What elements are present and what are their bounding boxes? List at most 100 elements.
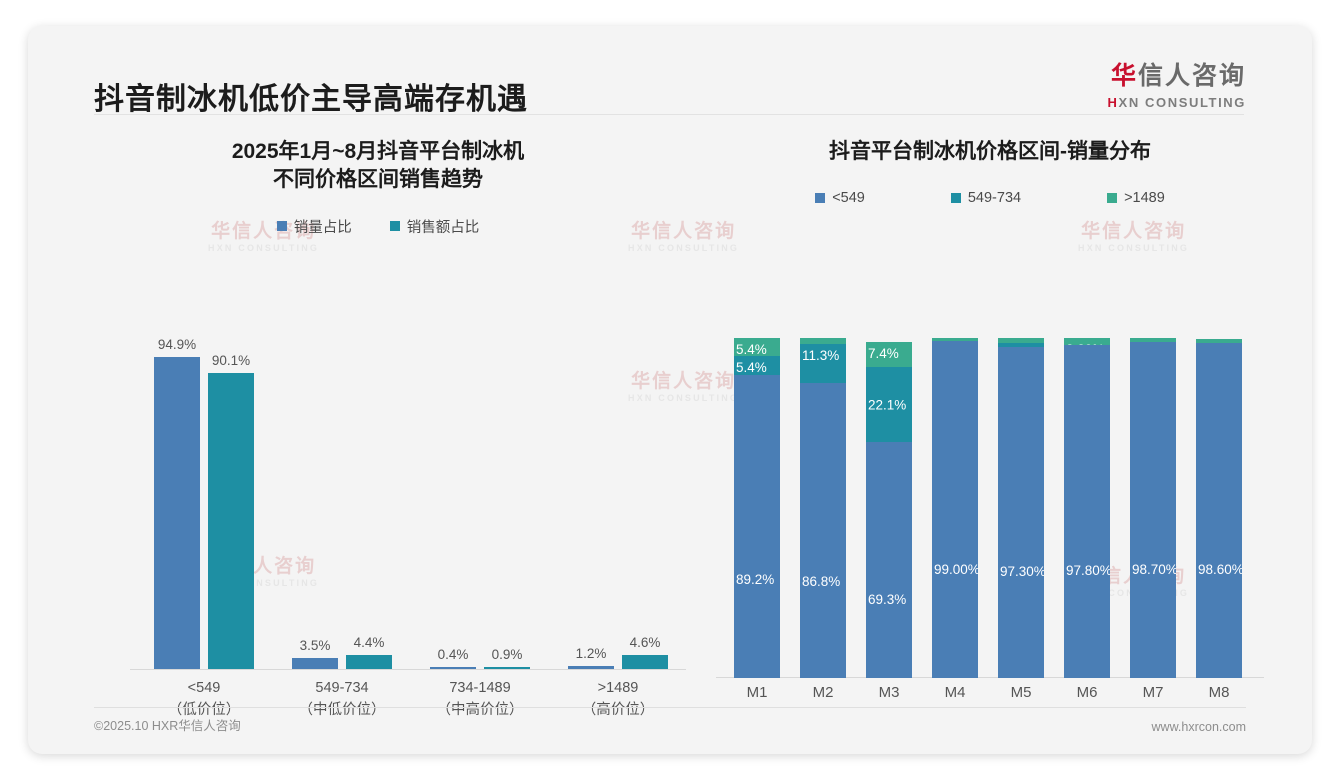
legend-swatch-icon [950, 192, 961, 203]
segment-value-label: 69.3% [868, 592, 907, 608]
footer-copyright: ©2025.10 HXR华信人咨询 [94, 719, 241, 733]
bar-column[interactable]: 0.4% [430, 290, 476, 670]
logo-chinese-text: 华信人咨询 [1108, 64, 1246, 89]
x-axis-month-label: M3 [878, 684, 900, 701]
right-chart-panel: 抖音平台制冰机价格区间-销量分布 <549 549-734 >1489 5.4% 5.… [700, 138, 1280, 701]
stacked-bar[interactable]: 5.4% 5.4% 89.2% [734, 296, 780, 678]
legend-item[interactable]: >1489 [1107, 190, 1165, 206]
logo-en-rest: XN CONSULTING [1118, 95, 1246, 110]
footer-divider [94, 707, 1246, 708]
stack-segment[interactable]: 89.2% [734, 374, 780, 678]
stack-segment[interactable]: 7.4% [866, 342, 912, 368]
stack-segment[interactable]: 1.9% [800, 338, 846, 345]
bar-group-bars: 94.9% 90.1% [144, 290, 264, 670]
bar-column[interactable]: 1.2% [568, 290, 614, 670]
segment-value-label: 99.00% [934, 562, 978, 578]
stack-segment[interactable]: 5.4% [734, 356, 780, 375]
stacked-bar[interactable]: 1.50%1.10% 97.30% [998, 296, 1044, 678]
bar-rect[interactable] [292, 658, 338, 670]
stack-segment[interactable]: 1.40% [1130, 337, 1176, 343]
category-sublabel: （中低价位） [298, 701, 386, 718]
bar-value-label: 0.4% [437, 647, 469, 662]
bar-rect[interactable] [568, 666, 614, 670]
bar-value-label: 4.4% [353, 635, 385, 651]
segment-value-label: 5.4% [736, 360, 767, 375]
legend-item[interactable]: 549-734 [950, 190, 1021, 206]
x-axis-month-label: M7 [1142, 684, 1164, 701]
stacked-bar[interactable]: 1.9% 11.3% 86.8% [800, 296, 846, 678]
category-sublabel: （高价位） [581, 701, 655, 718]
left-chart-title: 2025年1月~8月抖音平台制冰机 不同价格区间销售趋势 [68, 138, 688, 194]
bar-group: 94.9% 90.1% [144, 290, 264, 670]
bar-group: 0.4% 0.9% [420, 290, 540, 670]
legend-item[interactable]: 销售额占比 [389, 216, 479, 237]
stack-segment[interactable]: 1.50% [998, 338, 1044, 344]
stack-segment[interactable]: 1.00% [932, 338, 978, 342]
stack-segment[interactable]: 5.4% [734, 338, 780, 357]
x-axis-month-label: M4 [944, 684, 966, 701]
bar-rect[interactable] [154, 356, 200, 670]
bar-rect[interactable] [484, 667, 530, 670]
bar-group-bars: 1.2% 4.6% [558, 290, 678, 670]
stack-segment[interactable]: 99.00% [932, 341, 978, 678]
bar-column[interactable]: 0.9% [484, 290, 530, 670]
right-chart-plot: 5.4% 5.4% 89.2% 1.9% 11.3% 86.8% 7.4% 22.1% 69.3… [716, 296, 1264, 678]
stacked-bar[interactable]: 7.4% 22.1% 69.3% [866, 296, 912, 678]
category-name: 549-734 [315, 680, 369, 696]
legend-swatch-icon [389, 221, 400, 232]
bar-column[interactable]: 4.6% [622, 290, 668, 670]
bar-rect[interactable] [622, 654, 668, 670]
stacked-bar[interactable]: 1.40% 98.70% [1130, 296, 1176, 678]
stacked-bar[interactable]: 1.20% 98.60% [1196, 296, 1242, 678]
category-sublabel: （低价位） [167, 701, 241, 718]
left-chart-title-line2: 不同价格区间销售趋势 [273, 167, 483, 191]
bar-rect[interactable] [346, 655, 392, 670]
stack-segment[interactable]: 98.60% [1196, 342, 1242, 678]
stack-segment[interactable]: 2.20% [1064, 338, 1110, 346]
bar-column[interactable]: 3.5% [292, 290, 338, 670]
legend-label: <549 [832, 189, 865, 206]
header-divider [94, 114, 1244, 115]
bar-column[interactable]: 94.9% [154, 290, 200, 670]
logo-en-accent: H [1107, 95, 1119, 110]
bar-rect[interactable] [208, 372, 254, 670]
logo-rest-chars: 信人咨询 [1137, 62, 1246, 90]
bar-group-bars: 3.5% 4.4% [282, 290, 402, 670]
segment-value-label: 89.2% [736, 572, 775, 588]
stack-segment[interactable]: 22.1% [866, 367, 912, 443]
bar-column[interactable]: 90.1% [208, 290, 254, 670]
segment-value-label: 2.20% [1066, 342, 1104, 345]
legend-item[interactable]: <549 [815, 190, 865, 206]
left-chart-plot: 94.9% 90.1% 3.5% 4.4% 0.4% 0.9% 1.2% 4.6% [130, 290, 686, 670]
stacked-bar[interactable]: 1.00% 99.00% [932, 296, 978, 678]
bar-value-label: 0.9% [491, 647, 523, 662]
stack-segment[interactable]: 98.70% [1130, 342, 1176, 678]
segment-value-label: 1.9% [802, 342, 833, 344]
stack-segment[interactable]: 86.8% [800, 382, 846, 678]
bar-column[interactable]: 4.4% [346, 290, 392, 670]
stack-segment[interactable]: 11.3% [800, 344, 846, 383]
bar-value-label: 94.9% [157, 336, 197, 352]
page-title: 抖音制冰机低价主导高端存机遇 [94, 83, 528, 116]
category-name: <549 [187, 680, 221, 696]
x-axis-month-label: M8 [1208, 684, 1230, 701]
footer-website: www.hxrcon.com [1151, 720, 1246, 734]
x-axis-category-label: 549-734 （中低价位） [282, 678, 402, 722]
slide-header: 抖音制冰机低价主导高端存机遇 华信人咨询 HXN CONSULTING [28, 26, 1312, 118]
segment-value-label: 11.3% [802, 348, 840, 364]
stack-segment[interactable]: 1.20% [1196, 338, 1242, 343]
bar-group-bars: 0.4% 0.9% [420, 290, 540, 670]
slide-card: 华信人咨询 HXN CONSULTING 华信人咨询 HXN CONSULTIN… [28, 26, 1312, 754]
stack-segment[interactable]: 97.30% [998, 347, 1044, 678]
stack-segment[interactable]: 97.80% [1064, 345, 1110, 678]
x-axis-category-label: <549 （低价位） [144, 678, 264, 722]
stacked-bar[interactable]: 2.20% 97.80% [1064, 296, 1110, 678]
stack-segment[interactable]: 69.3% [866, 442, 912, 678]
legend-item[interactable]: 销量占比 [276, 216, 352, 237]
segment-value-label: 97.80% [1066, 563, 1110, 579]
bar-rect[interactable] [430, 667, 476, 670]
x-axis-month-label: M5 [1010, 684, 1032, 701]
segment-value-label: 7.4% [868, 346, 899, 362]
stack-segment[interactable]: 1.10% [998, 343, 1044, 348]
